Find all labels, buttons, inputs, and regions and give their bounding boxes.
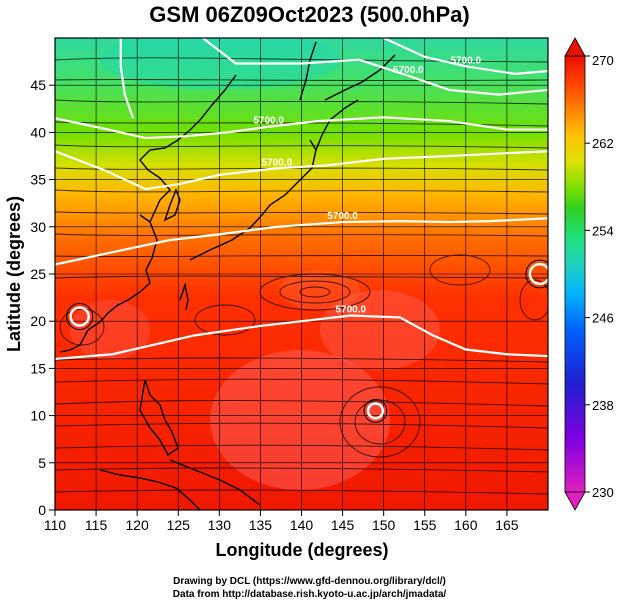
x-axis-label: Longitude (degrees)	[215, 540, 388, 560]
y-tick-label: 5	[38, 455, 46, 471]
contour-label: 5700.0	[336, 305, 367, 316]
contour-line	[55, 150, 548, 191]
colorbar-tick-label: 262	[592, 136, 614, 151]
y-tick-label: 10	[30, 408, 46, 424]
x-tick-label: 145	[331, 517, 355, 533]
weather-map-figure: 5700.0 5700.0 5700.0 5700.0 5700.0 5700.0 110…	[4, 37, 614, 560]
x-tick-label: 135	[249, 517, 273, 533]
y-tick-label: 15	[30, 360, 46, 376]
colorbar-ramp	[564, 55, 586, 493]
contour-label: 5700.0	[262, 157, 293, 168]
lat-lon-grid	[55, 38, 548, 510]
x-tick-label: 110	[44, 517, 67, 533]
y-axis-ticks: 0 5 10 15 20 25 30 35 40 45	[30, 77, 55, 518]
x-tick-label: 150	[372, 517, 396, 533]
x-tick-label: 125	[167, 517, 191, 533]
vortex-streamline	[66, 302, 94, 331]
colorbar-ticks: 270 262 254 246 238 230	[585, 53, 614, 500]
y-tick-label: 40	[30, 124, 46, 140]
vortex-contour	[528, 262, 548, 286]
y-tick-label: 20	[30, 313, 46, 329]
colorbar-tick-label: 246	[592, 311, 614, 326]
credit-drawing: Drawing by DCL (https://www.gfd-dennou.o…	[173, 576, 446, 587]
colorbar-tick-label: 270	[592, 53, 614, 68]
x-tick-label: 155	[413, 517, 437, 533]
colorbar-top-arrow	[564, 37, 586, 57]
colorbar: 270 262 254 246 238 230	[564, 37, 614, 511]
y-tick-label: 35	[30, 172, 46, 188]
y-tick-label: 45	[30, 77, 46, 93]
x-tick-label: 120	[125, 517, 149, 533]
contour-line	[55, 116, 548, 140]
page-title: GSM 06Z09Oct2023 (500.0hPa)	[149, 2, 470, 27]
y-axis-label: Latitude (degrees)	[4, 196, 24, 352]
contour-line	[119, 38, 135, 119]
y-tick-label: 30	[30, 219, 46, 235]
contour-label: 5700.0	[327, 211, 358, 222]
x-tick-label: 115	[85, 517, 108, 533]
vortex-streamline	[363, 398, 388, 423]
x-tick-label: 160	[454, 517, 478, 533]
contour-line	[383, 38, 548, 75]
contour-label: 5700.0	[253, 116, 284, 127]
contour-label: 5700.0	[393, 65, 424, 76]
vortex-contour	[366, 402, 385, 420]
x-tick-label: 130	[208, 517, 232, 533]
contour-line	[55, 217, 548, 266]
contour-line	[202, 38, 548, 96]
height-contours: 5700.0 5700.0 5700.0 5700.0 5700.0 5700.0	[55, 38, 548, 361]
wind-streamlines	[55, 57, 548, 495]
contour-line	[55, 314, 548, 361]
vortex-streamline	[525, 259, 548, 289]
vortex-markers	[66, 259, 548, 423]
vortex-contour	[69, 306, 90, 327]
x-axis-ticks: 110 115 120 125 130 135 140 145 150 155 160 165	[44, 510, 519, 533]
credit-data: Data from http://database.rish.kyoto-u.a…	[172, 589, 447, 600]
contour-label: 5700.0	[451, 55, 482, 66]
y-tick-label: 25	[30, 266, 46, 282]
colorbar-bottom-arrow	[564, 491, 586, 511]
colorbar-tick-label: 254	[592, 223, 614, 238]
colorbar-tick-label: 238	[592, 398, 614, 413]
credits: Drawing by DCL (https://www.gfd-dennou.o…	[0, 575, 619, 601]
x-tick-label: 140	[290, 517, 314, 533]
colorbar-tick-label: 230	[592, 485, 614, 500]
x-tick-label: 165	[495, 517, 519, 533]
y-tick-label: 0	[38, 502, 46, 518]
